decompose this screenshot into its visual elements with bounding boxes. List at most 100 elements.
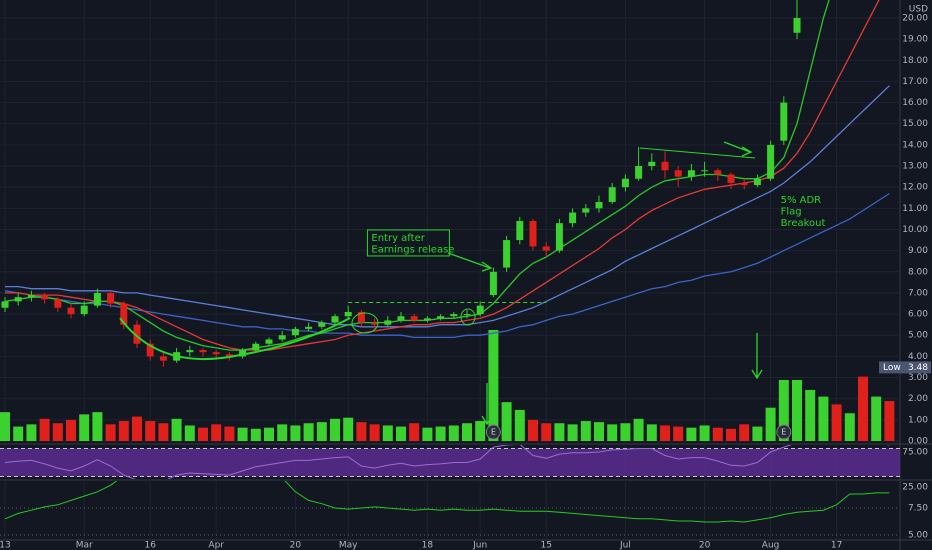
x-tick-label: 16 <box>144 541 156 550</box>
volume-bar <box>686 427 697 441</box>
candle-body <box>582 208 590 213</box>
volume-bar <box>818 396 829 441</box>
candle-body <box>529 221 537 247</box>
candle-body <box>305 326 313 329</box>
candle-body <box>450 314 458 317</box>
axes: USD 20.00 19.00 18.00 17.00 16.00 15.00 14.00 1… <box>0 5 931 550</box>
lower-tick-label: 5.00 <box>908 531 928 541</box>
volume-bar <box>330 418 340 441</box>
candle-body <box>357 311 365 323</box>
candle-body <box>14 297 22 302</box>
volume-bar <box>105 424 116 441</box>
candle-body <box>648 161 656 167</box>
volume-bar <box>39 418 50 441</box>
candle-body <box>291 328 299 336</box>
annotation-text: Breakout <box>781 218 826 229</box>
x-tick-label: Aug <box>762 541 780 550</box>
volume-bar <box>699 425 710 441</box>
candle-body <box>463 314 471 316</box>
volume-bar <box>488 330 499 441</box>
annotation-box <box>366 229 450 257</box>
annotation-text: 5% ADR <box>781 195 822 206</box>
candle-body <box>674 170 682 177</box>
candle-body <box>397 316 405 321</box>
x-tick-label: Jun <box>472 541 487 550</box>
rsi-tick-label: 75.00 <box>902 448 928 458</box>
candle-body <box>41 295 49 300</box>
volume-bar <box>79 414 90 441</box>
moving-average <box>4 0 830 351</box>
moving-average <box>4 192 890 339</box>
volume-bar <box>844 413 855 441</box>
volume-bar <box>567 424 578 441</box>
volume-bar <box>132 416 142 441</box>
candle-body <box>67 307 75 315</box>
volume-bar <box>13 426 24 441</box>
volume-bar <box>541 423 552 441</box>
candle-body <box>159 356 167 361</box>
rsi-pane <box>0 445 900 479</box>
y-tick-label: 20.00 <box>902 13 928 23</box>
volume-bar <box>211 424 222 441</box>
candle-body <box>767 144 775 179</box>
earnings-marker <box>485 424 501 440</box>
volume-bar <box>26 424 37 441</box>
volume-bar <box>250 428 261 441</box>
candle-body <box>714 170 722 175</box>
y-tick-label: 14.00 <box>902 140 928 150</box>
candle-body <box>542 246 550 251</box>
x-tick-label: 13 <box>0 541 11 550</box>
volume-bar <box>752 426 763 441</box>
volume-bar <box>620 423 631 441</box>
candle-body <box>476 305 484 315</box>
annotation-text: Entry after <box>371 233 425 244</box>
volume-bar <box>554 423 565 441</box>
candle-body <box>621 178 629 188</box>
moving-averages <box>4 0 890 351</box>
candle-body <box>120 303 128 325</box>
volume-bar <box>448 425 459 441</box>
volume-bar <box>343 417 354 441</box>
volume-bar <box>673 426 684 441</box>
candle-body <box>437 316 445 319</box>
volume-bar <box>171 418 182 441</box>
y-tick-label: 8.00 <box>908 267 928 277</box>
volume-bar <box>871 396 882 441</box>
candles <box>1 0 801 367</box>
candle-body <box>753 178 761 186</box>
volume-bar <box>726 428 736 441</box>
rsi-tick-label: 25.00 <box>902 483 928 493</box>
candle-body <box>635 166 643 179</box>
volume-bar <box>198 427 208 441</box>
x-tick-label: 18 <box>422 541 434 550</box>
candle-body <box>27 295 35 298</box>
x-tick-label: Apr <box>208 541 224 550</box>
candle-body <box>225 354 233 357</box>
volume-bar <box>712 427 723 441</box>
volume-bar <box>462 423 472 441</box>
y-tick-label: 18.00 <box>902 56 928 66</box>
y-tick-label: 9.00 <box>908 246 928 256</box>
volume-bar <box>303 423 314 441</box>
low-tag <box>879 361 931 374</box>
volume-bar <box>369 424 380 441</box>
arrow <box>723 141 753 157</box>
volume-bar <box>435 426 446 441</box>
volume-bar <box>831 404 842 441</box>
candle-body <box>331 316 339 323</box>
volume-bar <box>858 376 868 441</box>
candle-body <box>80 305 88 315</box>
candle-body <box>503 240 511 268</box>
candle-body <box>107 292 115 304</box>
y-tick-label: 1.00 <box>908 415 928 425</box>
candle-body <box>423 318 431 321</box>
x-tick-label: 20 <box>699 541 711 550</box>
y-tick-label: 2.00 <box>908 394 928 404</box>
candle-body <box>555 223 563 251</box>
candle-body <box>93 292 101 306</box>
volume-bar <box>765 407 776 441</box>
candle-body <box>516 221 524 241</box>
volume-bar <box>290 425 301 441</box>
cup-curve <box>119 317 351 361</box>
